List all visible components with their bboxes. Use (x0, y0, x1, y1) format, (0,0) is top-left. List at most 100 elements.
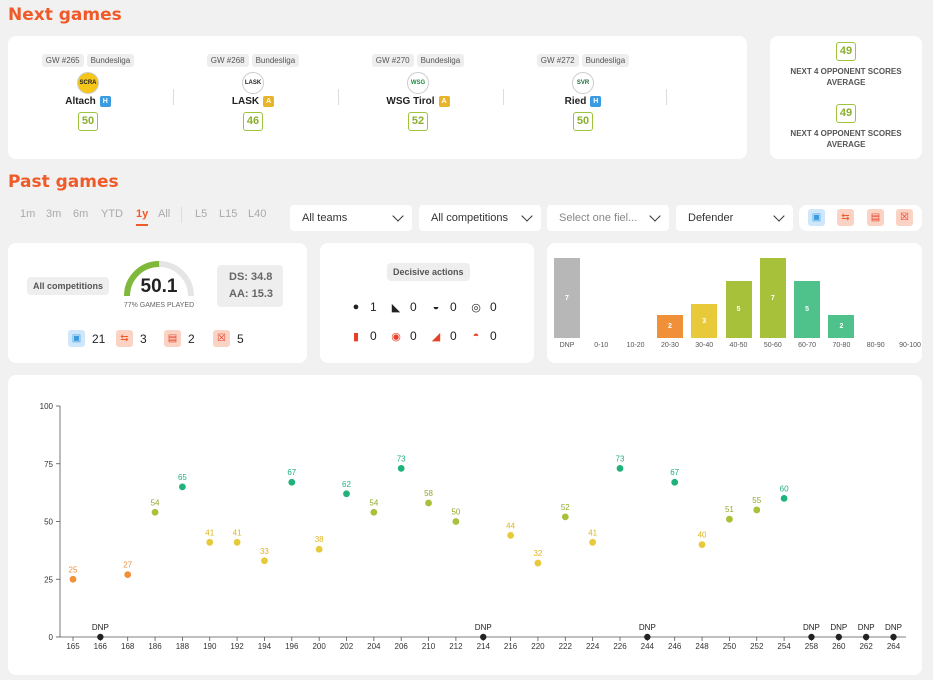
score-point[interactable] (452, 518, 460, 525)
bench-filter-icon[interactable]: ▤ (867, 209, 884, 226)
score-point[interactable] (425, 499, 432, 507)
score-point-label: 40 (698, 531, 707, 540)
next-game-item[interactable]: GW #270 Bundesliga WSG WSG Tirol A 52 (338, 54, 498, 131)
score-point[interactable] (124, 571, 132, 579)
count-value: 21 (92, 331, 106, 346)
away-badge: A (263, 96, 275, 107)
summary-card: All competitions 50.1 77% GAMES PLAYED D… (8, 243, 307, 363)
score-point-label: 51 (725, 505, 734, 514)
range-tab-all[interactable]: All (158, 208, 171, 220)
range-tab-l40[interactable]: L40 (248, 208, 267, 220)
x-tick-label: 165 (66, 642, 80, 651)
dnp-label: DNP (92, 623, 109, 632)
team-name: LASK (231, 96, 260, 107)
x-tick-label: 206 (395, 642, 409, 651)
range-tab-6m[interactable]: 6m (73, 208, 89, 220)
decisive-action-value: 1 (370, 300, 377, 314)
count-value: 2 (188, 331, 195, 346)
average-gauge (124, 260, 194, 297)
next-game-item[interactable]: GW #268 Bundesliga LASK LASK A 46 (173, 54, 333, 131)
scores-chart-card: 0 25 50 75 100 165 25 166 DNP 168 27 186 54 188 65 190 4… (8, 375, 922, 675)
score-point[interactable] (179, 483, 186, 491)
score-point-label: 25 (69, 565, 78, 574)
home-badge: H (99, 96, 111, 107)
score-point[interactable] (507, 531, 514, 539)
score-point-label: 41 (588, 528, 597, 537)
not-in-squad-filter-icon[interactable]: ☒ (896, 209, 913, 226)
score-point-label: 41 (205, 528, 214, 537)
score-point[interactable] (151, 508, 159, 516)
range-tab-ytd[interactable]: YTD (101, 208, 123, 220)
next-game-item[interactable]: GW #272 Bundesliga SVR Ried H 50 (503, 54, 663, 131)
field-select[interactable]: Select one fiel... (547, 205, 669, 231)
x-tick-label: 264 (887, 642, 901, 651)
score-point[interactable] (315, 545, 323, 553)
range-tab-3m[interactable]: 3m (46, 208, 62, 220)
dnp-point[interactable] (890, 633, 897, 641)
error-icon: ◢ (431, 330, 441, 343)
teams-select[interactable]: All teams (290, 205, 412, 231)
score-point[interactable] (370, 508, 378, 516)
score-point[interactable] (288, 478, 296, 486)
score-point[interactable] (616, 464, 624, 472)
game-tags: GW #265 Bundesliga (8, 54, 168, 67)
team-crest-icon: SVR (572, 72, 594, 94)
x-tick-label: 220 (531, 642, 545, 651)
decisive-action-item: ◣ 0 (390, 300, 417, 314)
dnp-point[interactable] (862, 633, 870, 641)
average-box: 49 NEXT 4 OPPONENT SCORES AVERAGE (770, 103, 922, 150)
x-tick-label: 222 (559, 642, 573, 651)
score-point[interactable] (671, 478, 679, 486)
distribution-bar: 5 (794, 281, 821, 338)
opponent-score: 50 (573, 112, 593, 131)
next-game-item[interactable]: GW #265 Bundesliga SCRA Altach H 50 (8, 54, 168, 131)
distribution-bin-label: 50-60 (763, 342, 782, 349)
decisive-action-item: ◉ 0 (390, 329, 417, 343)
decisive-action-value: 0 (490, 300, 497, 314)
penalty-conceded-icon: ◓ (472, 330, 480, 342)
shirt-icon: ▣ (68, 330, 85, 347)
distribution-bar: 2 (828, 315, 855, 338)
score-point[interactable] (589, 538, 597, 546)
dnp-point[interactable] (644, 633, 651, 641)
y-tick-label: 100 (40, 402, 54, 411)
score-point[interactable] (726, 515, 733, 523)
average-score: 49 (836, 42, 856, 61)
score-point[interactable] (561, 513, 569, 521)
team-crest-icon: SCRA (77, 72, 99, 94)
score-point[interactable] (534, 559, 542, 567)
score-point[interactable] (233, 538, 241, 546)
competitions-select[interactable]: All competitions (419, 205, 541, 231)
decisive-action-value: 0 (450, 300, 457, 314)
position-select[interactable]: Defender (676, 205, 793, 231)
competition-tag: Bundesliga (86, 54, 135, 67)
range-tab-1m[interactable]: 1m (20, 208, 36, 220)
score-point-label: 50 (451, 508, 460, 517)
x-tick-label: 210 (422, 642, 436, 651)
score-point-label: 54 (151, 498, 160, 507)
range-tab-l5[interactable]: L5 (195, 208, 208, 220)
dnp-point[interactable] (480, 633, 487, 641)
count-bench: ▤ 2 (164, 330, 195, 347)
dnp-point[interactable] (97, 633, 104, 641)
score-point[interactable] (698, 541, 706, 548)
range-tab-l15[interactable]: L15 (219, 208, 238, 220)
distribution-bar-value: 5 (736, 306, 741, 313)
range-tab-1y[interactable]: 1y (136, 208, 149, 226)
score-point[interactable] (397, 464, 405, 472)
decisive-action-item: ◒ 0 (430, 300, 457, 314)
score-point[interactable] (780, 495, 788, 502)
gameweek-tag: GW #272 (536, 54, 579, 67)
score-point[interactable] (206, 538, 214, 546)
dnp-point[interactable] (835, 633, 842, 641)
shirt-filter-icon[interactable]: ▣ (808, 209, 825, 226)
dnp-point[interactable] (808, 633, 815, 641)
score-point[interactable] (69, 575, 77, 583)
score-point[interactable] (261, 557, 268, 565)
average-box: 49 NEXT 4 OPPONENT SCORES AVERAGE (770, 41, 922, 88)
substitution-filter-icon[interactable]: ⇆ (837, 209, 854, 226)
score-point[interactable] (753, 506, 761, 514)
opponent-score: 50 (78, 112, 98, 131)
score-point[interactable] (343, 490, 350, 498)
decisive-action-item: ◓ 0 (470, 329, 497, 343)
